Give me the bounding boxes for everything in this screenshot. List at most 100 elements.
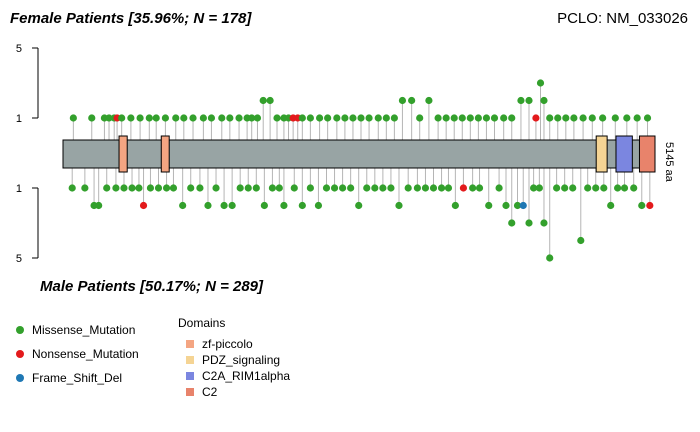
- domain-zf-piccolo: [160, 135, 170, 173]
- domain-item-c2: C2: [178, 384, 290, 400]
- legend-item-missense: Missense_Mutation: [16, 318, 139, 342]
- y-tick-label: 1: [16, 113, 22, 125]
- male-mutation-point: [306, 184, 314, 192]
- female-mutation-point: [88, 114, 96, 122]
- male-mutation-point: [220, 201, 228, 210]
- domain-item-c2a: C2A_RIM1alpha: [178, 368, 290, 384]
- female-mutation-point: [611, 114, 619, 122]
- male-mutation-point: [485, 201, 493, 210]
- male-mutation-point: [495, 184, 503, 192]
- male-mutation-point: [577, 236, 585, 245]
- male-mutation-point: [280, 201, 288, 210]
- male-mutation-point: [154, 184, 163, 192]
- male-mutation-point: [103, 184, 111, 192]
- male-mutation-point: [475, 184, 484, 192]
- legend-label-frameshift: Frame_Shift_Del: [32, 371, 123, 385]
- male-mutation-point: [95, 201, 103, 210]
- male-mutation-point: [322, 184, 331, 192]
- male-mutation-point: [252, 184, 260, 192]
- female-mutation-point: [306, 114, 314, 122]
- female-title: Female Patients [35.96%; N = 178]: [10, 10, 252, 27]
- male-mutation-point: [413, 184, 421, 192]
- y-tick-label: 5: [16, 43, 22, 55]
- female-mutation-point: [152, 114, 160, 122]
- female-mutation-point: [235, 114, 243, 122]
- male-mutation-point: [162, 184, 171, 192]
- male-mutation-point: [614, 184, 622, 192]
- male-mutation-point: [290, 184, 298, 192]
- male-mutation-point: [196, 184, 204, 192]
- legend-dot-missense: [16, 326, 24, 334]
- male-mutation-point: [451, 201, 459, 210]
- female-mutation-point: [341, 114, 349, 122]
- male-mutation-point: [387, 184, 395, 192]
- female-mutation-point: [442, 114, 450, 122]
- female-mutation-point: [105, 114, 113, 122]
- female-mutation-point: [540, 96, 548, 105]
- female-mutation-point: [643, 114, 652, 122]
- male-mutation-point: [459, 184, 468, 192]
- protein-length-label: 5145 aa: [663, 142, 675, 183]
- domain-swatch-zf-piccolo: [186, 340, 194, 348]
- male-mutation-point: [339, 184, 347, 192]
- male-mutation-point: [437, 184, 446, 192]
- male-mutation-point: [112, 184, 120, 192]
- female-mutation-point: [517, 96, 525, 105]
- female-mutation-point: [570, 114, 578, 122]
- domain-c2: [638, 135, 656, 173]
- female-mutation-point: [127, 114, 135, 122]
- female-mutation-point: [408, 96, 416, 105]
- domain-label-zf-piccolo: zf-piccolo: [202, 337, 253, 351]
- female-mutation-point: [333, 114, 341, 122]
- female-mutation-point: [579, 114, 587, 122]
- male-mutation-point: [146, 184, 155, 192]
- male-mutation-point: [630, 184, 638, 192]
- female-mutation-point: [525, 96, 533, 105]
- male-mutation-point: [169, 184, 178, 192]
- male-title: Male Patients [50.17%; N = 289]: [40, 278, 264, 295]
- legend-item-nonsense: Nonsense_Mutation: [16, 342, 139, 366]
- female-mutation-point: [365, 114, 373, 122]
- female-mutation-point: [248, 114, 256, 122]
- male-mutation-point: [128, 184, 136, 192]
- male-mutation-point: [212, 184, 220, 192]
- male-mutation-point: [525, 219, 533, 227]
- domain-c2a_rim1alpha: [615, 135, 633, 173]
- female-mutation-point: [458, 114, 466, 122]
- legend-label-nonsense: Nonsense_Mutation: [32, 347, 139, 361]
- male-mutation-point: [469, 184, 477, 192]
- female-mutation-point: [118, 114, 126, 122]
- female-mutation-point: [374, 114, 382, 122]
- legend-dot-nonsense: [16, 350, 24, 358]
- y-tick-label: 5: [16, 253, 22, 265]
- male-mutation-point: [535, 184, 543, 192]
- female-mutation-point: [474, 114, 482, 122]
- male-mutation-point: [592, 184, 600, 192]
- male-mutation-point: [600, 184, 608, 192]
- male-mutation-point: [81, 184, 89, 192]
- female-mutation-point: [532, 114, 540, 122]
- female-mutation-point: [180, 114, 188, 122]
- domain-legend-title: Domains: [178, 316, 226, 330]
- female-mutation-point: [357, 114, 365, 122]
- female-mutation-point: [226, 114, 234, 122]
- male-mutation-point: [139, 201, 148, 210]
- male-mutation-point: [298, 201, 306, 210]
- female-mutation-point: [554, 114, 562, 122]
- male-mutation-point: [260, 201, 268, 210]
- domain-swatch-c2a: [186, 372, 194, 380]
- male-mutation-point: [429, 184, 438, 192]
- legend-dot-frameshift: [16, 374, 24, 382]
- female-mutation-point: [588, 114, 596, 122]
- female-mutation-point: [266, 96, 274, 105]
- male-mutation-point: [540, 219, 548, 227]
- legend-item-frameshift: Frame_Shift_Del: [16, 366, 139, 390]
- female-mutation-point: [482, 114, 491, 122]
- protein-backbone: [62, 139, 656, 169]
- male-mutation-point: [421, 184, 430, 192]
- male-mutation-point: [553, 184, 561, 192]
- female-mutation-point: [161, 114, 170, 122]
- male-mutation-point: [275, 184, 283, 192]
- male-mutation-point: [584, 184, 592, 192]
